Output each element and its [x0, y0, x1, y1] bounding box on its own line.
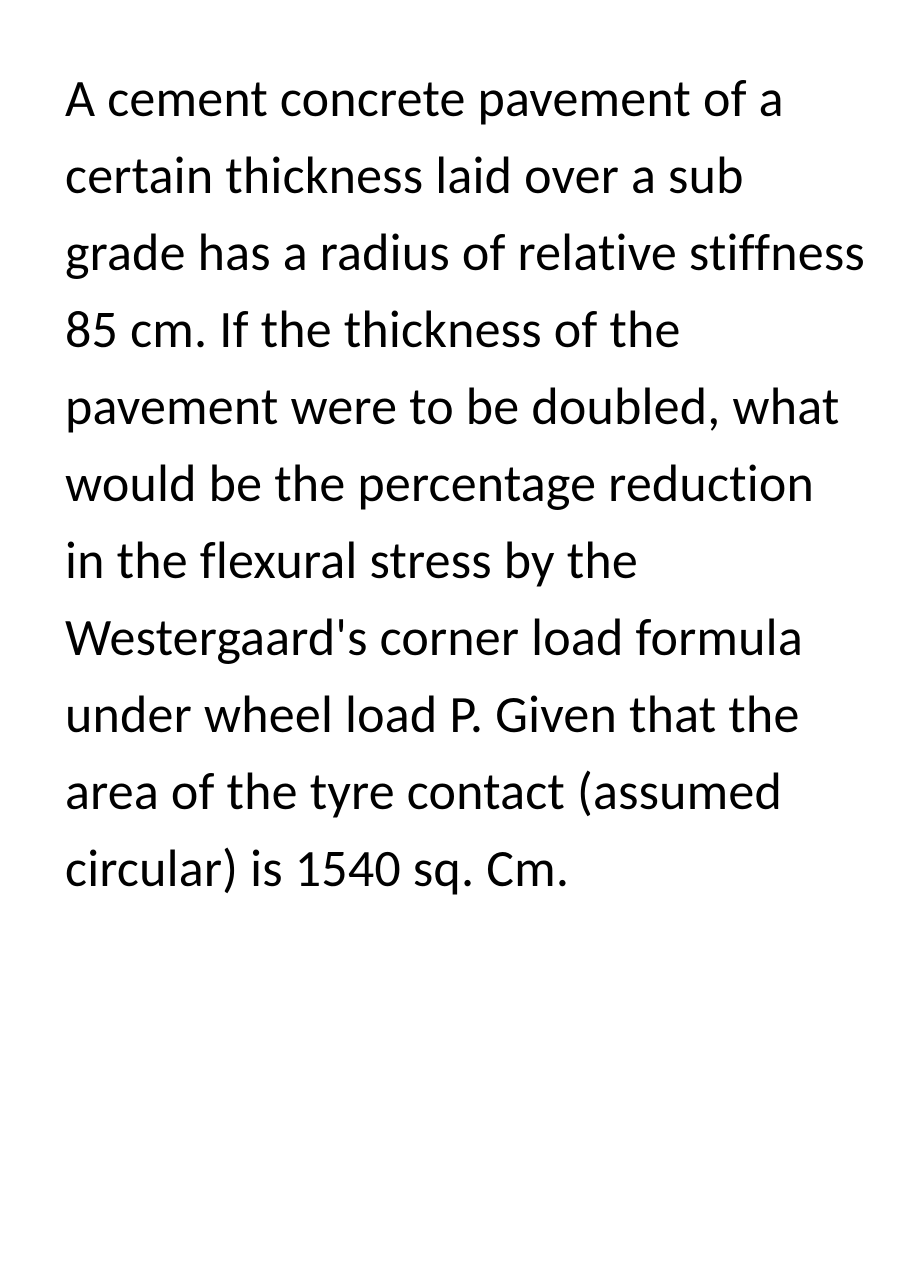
problem-statement-text: A cement concrete pavement of a certain … [65, 60, 865, 906]
